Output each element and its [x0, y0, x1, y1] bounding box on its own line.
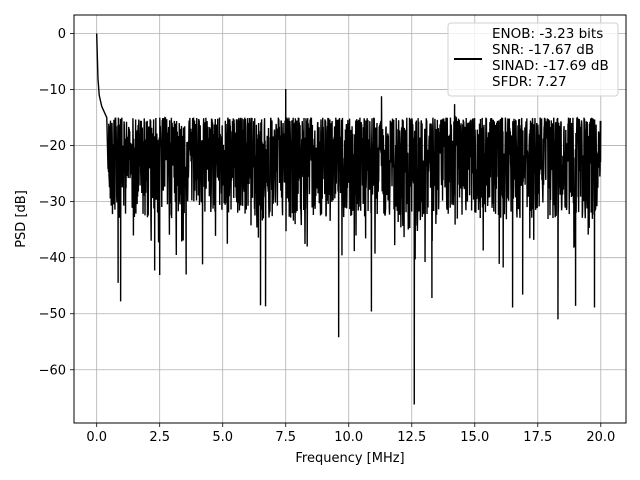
y-axis-label: PSD [dB] — [14, 190, 29, 248]
x-tick-label: 2.5 — [149, 430, 170, 445]
y-tick-label: −20 — [39, 139, 66, 154]
axis-ticks: 0.0 2.5 5.0 7.5 10.0 12.5 15.0 17.5 20.0 0 −10 −20 −… — [39, 27, 616, 445]
y-tick-label: −60 — [39, 363, 66, 378]
x-tick-label: 5.0 — [212, 430, 233, 445]
x-tick-label: 15.0 — [460, 430, 489, 445]
psd-series-line — [95, 33, 602, 405]
legend-entry-line: SNR: -17.67 dB — [492, 42, 594, 58]
axes-frame — [73, 14, 627, 424]
y-tick-label: −10 — [39, 83, 66, 98]
x-tick-label: 12.5 — [397, 430, 426, 445]
x-tick-label: 10.0 — [334, 430, 363, 445]
legend-box — [447, 22, 619, 97]
y-tick-label: 0 — [58, 27, 66, 42]
x-axis-label: Frequency [MHz] — [295, 451, 404, 466]
legend-entry-line: ENOB: -3.23 bits — [492, 26, 603, 42]
x-tick-label: 17.5 — [523, 430, 552, 445]
legend-entry-line: SFDR: 7.27 — [492, 74, 567, 90]
x-tick-label: 7.5 — [275, 430, 296, 445]
x-tick-label: 20.0 — [586, 430, 615, 445]
plot-area — [95, 33, 602, 405]
legend-entry-line: SINAD: -17.69 dB — [492, 58, 609, 74]
y-tick-label: −30 — [39, 195, 66, 210]
x-tick-label: 0.0 — [86, 430, 107, 445]
y-tick-label: −40 — [39, 251, 66, 266]
y-tick-label: −50 — [39, 307, 66, 322]
